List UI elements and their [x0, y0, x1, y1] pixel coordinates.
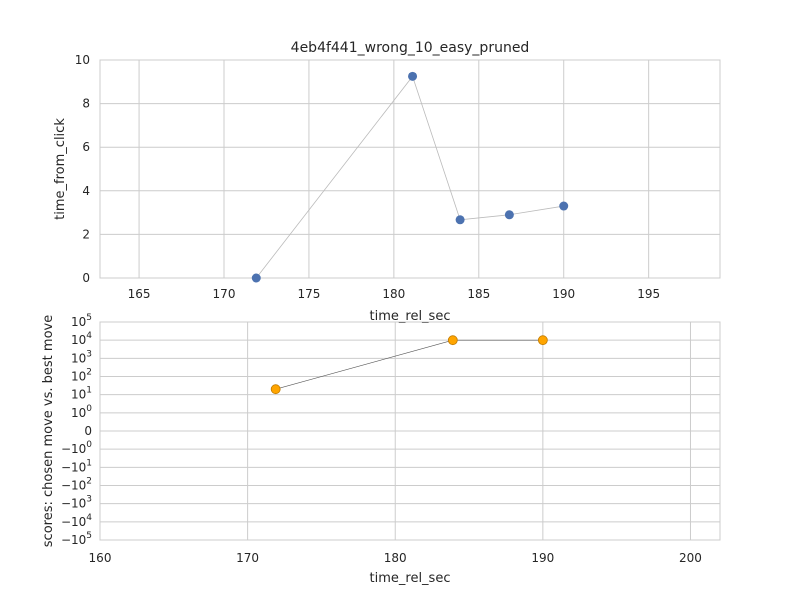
- top-chart: 165 170 175 180 185 190 195 0 2 4 6 8 10 4eb4f441_wr…: [53, 40, 721, 324]
- bottom-chart-ytick-label: 103: [71, 349, 92, 365]
- top-chart-ylabel: time_from_click: [53, 118, 68, 220]
- bottom-chart-ytick-label: −100: [61, 440, 92, 456]
- bottom-chart-ytick-label: 102: [71, 368, 92, 384]
- top-chart-ticks: 165 170 175 180 185 190 195 0 2 4 6 8 10: [75, 53, 660, 301]
- top-chart-xtick-label: 165: [128, 287, 151, 301]
- bottom-chart-data-point: [270, 384, 281, 395]
- top-chart-frame: [99, 59, 721, 279]
- top-chart-data-point: [559, 201, 569, 211]
- bottom-chart-xtick-label: 190: [531, 551, 554, 565]
- bottom-chart-ytick-label: −103: [61, 495, 92, 511]
- bottom-chart-xtick-label: 160: [89, 551, 112, 565]
- top-chart-xtick-label: 170: [213, 287, 236, 301]
- bottom-chart-data-point: [537, 335, 548, 346]
- bottom-chart-ylabel: scores: chosen move vs. best move: [41, 315, 56, 547]
- top-chart-series: [251, 71, 569, 283]
- bottom-chart-ytick-label: 0: [84, 424, 92, 438]
- bottom-chart-grid: [99, 321, 720, 541]
- top-chart-grid: [100, 59, 720, 279]
- top-chart-ytick-label: 10: [75, 53, 90, 67]
- top-chart-xtick-label: 175: [297, 287, 320, 301]
- top-chart-ytick-label: 4: [82, 184, 90, 198]
- top-chart-xlabel: time_rel_sec: [370, 309, 451, 324]
- top-chart-ytick-label: 0: [82, 271, 90, 285]
- top-chart-ytick-label: 8: [82, 97, 90, 111]
- top-chart-xtick-label: 180: [382, 287, 405, 301]
- bottom-chart-ytick-label: −104: [61, 513, 92, 529]
- bottom-chart-ytick-label: −102: [61, 477, 92, 493]
- bottom-chart-xtick-label: 180: [384, 551, 407, 565]
- top-chart-data-point: [455, 215, 465, 225]
- bottom-chart-ytick-label: −105: [61, 531, 92, 547]
- top-chart-data-point: [251, 273, 261, 283]
- top-chart-ytick-label: 2: [82, 227, 90, 241]
- bottom-chart-series: [270, 335, 548, 395]
- bottom-chart-ytick-label: 100: [71, 404, 92, 420]
- bottom-chart-ytick-label: 101: [71, 386, 92, 402]
- bottom-chart: 160 170 180 190 200 105 104 103 102 101 100 0 −100 −1…: [41, 313, 721, 586]
- bottom-chart-xtick-label: 170: [236, 551, 259, 565]
- bottom-chart-ytick-label: 105: [71, 313, 92, 329]
- top-chart-ytick-label: 6: [82, 140, 90, 154]
- bottom-chart-frame: [99, 321, 721, 541]
- bottom-chart-ytick-label: −101: [61, 458, 92, 474]
- bottom-chart-ticks: 160 170 180 190 200 105 104 103 102 101 100 0 −100 −1…: [61, 313, 702, 565]
- bottom-chart-ytick-label: 104: [71, 331, 92, 347]
- top-chart-data-point: [504, 210, 514, 220]
- top-chart-title: 4eb4f441_wrong_10_easy_pruned: [291, 40, 530, 56]
- bottom-chart-xtick-label: 200: [679, 551, 702, 565]
- bottom-chart-series-line: [275, 339, 543, 390]
- bottom-chart-xlabel: time_rel_sec: [370, 571, 451, 586]
- top-chart-xtick-label: 195: [637, 287, 660, 301]
- top-chart-xtick-label: 185: [467, 287, 490, 301]
- top-chart-data-point: [408, 71, 418, 81]
- bottom-chart-data-point: [447, 335, 458, 346]
- top-chart-series-line: [255, 75, 564, 279]
- top-chart-xtick-label: 190: [552, 287, 575, 301]
